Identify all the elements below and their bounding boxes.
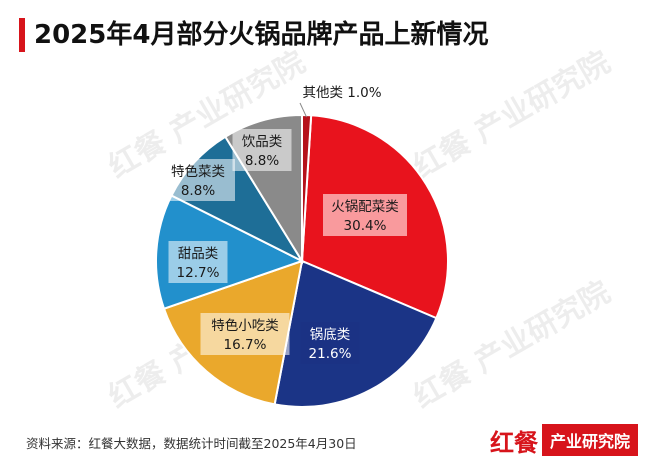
slice-category-label: 特色菜类 (171, 163, 225, 180)
pie-slice (301, 113, 313, 262)
data-source-note: 资料来源：红餐大数据，数据统计时间截至2025年4月30日 (26, 436, 357, 451)
slice-label: 甜品类 12.7% (168, 241, 228, 283)
pie-slice (273, 259, 438, 408)
label-box (323, 194, 407, 236)
slice-category-label: 特色小吃类 (211, 317, 279, 334)
slice-label: 锅底类 21.6% (300, 322, 360, 364)
slice-category-label: 其他类 1.0% (302, 85, 381, 101)
slice-label: 特色菜类 8.8% (161, 159, 235, 201)
slice-category-label: 甜品类 (178, 246, 219, 262)
slice-category-label: 火锅配菜类 (331, 199, 399, 215)
slice-label: 其他类 1.0% (302, 85, 381, 101)
brand-name: 产业研究院 (542, 424, 639, 456)
slice-category-label: 饮品类 (242, 134, 283, 150)
slice-value-label: 8.8% (181, 183, 215, 199)
leader-line (299, 102, 307, 118)
slice-category-label: 锅底类 (310, 327, 351, 343)
slice-value-label: 16.7% (224, 337, 267, 353)
label-box (200, 313, 290, 355)
slice-label: 火锅配菜类 30.4% (323, 194, 407, 236)
slice-value-label: 30.4% (344, 218, 387, 234)
title-accent-bar (19, 18, 25, 52)
slice-value-label: 21.6% (309, 346, 352, 362)
slice-value-label: 12.7% (177, 265, 220, 281)
label-box (232, 129, 292, 171)
slice-label: 饮品类 8.8% (232, 129, 292, 171)
slice-label: 特色小吃类 16.7% (200, 313, 290, 355)
label-box (161, 159, 235, 201)
brand-logo-text: 红餐 (490, 428, 538, 457)
label-box (300, 322, 360, 364)
chart-title: 2025年4月部分火锅品牌产品上新情况 (34, 20, 489, 50)
label-box (168, 241, 228, 283)
slice-value-label: 8.8% (245, 153, 279, 169)
brand-logo: 红餐 产业研究院 (490, 424, 639, 457)
